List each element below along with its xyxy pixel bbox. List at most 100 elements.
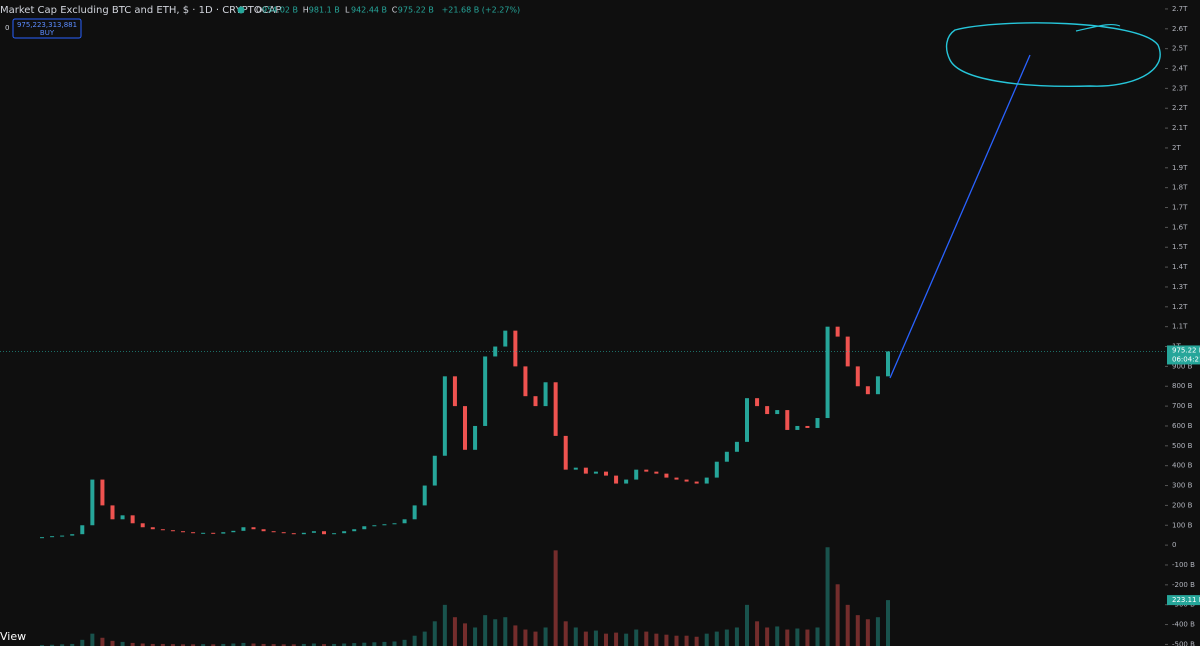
candle (201, 532, 206, 534)
ohlc-value: 942.44 B (351, 6, 387, 15)
y-tick-label: 0 (1172, 541, 1176, 549)
volume-bar (704, 633, 709, 646)
volume-bar (463, 623, 467, 646)
candle (573, 467, 578, 470)
candle (342, 531, 347, 534)
candle (170, 530, 175, 532)
candle (332, 533, 337, 535)
volume-bar (392, 641, 397, 646)
candle (311, 531, 316, 533)
volume-bar (40, 644, 44, 646)
volume-bar (875, 617, 880, 646)
y-tick-label: 1.9T (1172, 164, 1188, 172)
volume-bar (624, 633, 629, 646)
candle (231, 530, 236, 533)
ohlc-key: O (256, 6, 262, 15)
volume-bar (352, 643, 357, 646)
candle (402, 519, 407, 524)
candle (322, 531, 326, 535)
candle (593, 471, 598, 474)
candle (422, 485, 427, 506)
buy-button[interactable] (12, 18, 82, 39)
candle (583, 467, 588, 474)
ohlc-key: C (392, 6, 398, 15)
volume-bar (593, 630, 598, 646)
candle (221, 532, 226, 534)
volume-bar (442, 604, 447, 646)
volume-bar (50, 644, 55, 646)
trend-line (889, 54, 1031, 379)
candle (553, 382, 558, 436)
volume-bar (90, 633, 95, 646)
volume-bar (382, 641, 387, 646)
ohlc-key: L (345, 6, 350, 15)
candle (191, 532, 196, 534)
volume-tag (1167, 595, 1200, 606)
volume-bar (815, 627, 820, 646)
status-dot (237, 6, 245, 14)
candle (845, 336, 850, 367)
volume-bar (886, 600, 890, 646)
y-tick-label: 800 B (1172, 382, 1193, 390)
candle (160, 529, 165, 531)
price-tag-label: 975.22 B (1172, 346, 1200, 354)
volume-bar (845, 604, 850, 646)
y-tick-label: 900 B (1172, 362, 1193, 370)
candle (432, 455, 437, 486)
ohlc-value: 981.1 B (309, 6, 340, 15)
candle (513, 330, 518, 367)
candle (755, 398, 760, 407)
candle (563, 435, 568, 470)
y-tick-label: 1.1T (1172, 323, 1188, 331)
candle (281, 532, 286, 534)
volume-bar (80, 639, 85, 646)
candle (261, 529, 266, 532)
volume-bar (483, 615, 488, 646)
y-tick-label: 2.2T (1172, 104, 1188, 112)
candle (523, 366, 528, 397)
candle (664, 473, 669, 478)
volume-bar (130, 642, 135, 646)
candle (684, 479, 689, 482)
candle (70, 534, 75, 536)
candle (140, 523, 145, 528)
candle (251, 527, 256, 530)
volume-bar (201, 644, 206, 646)
volume-bar (684, 635, 689, 646)
candle (775, 410, 780, 415)
volume-bar (795, 628, 800, 646)
y-tick-label: 500 B (1172, 442, 1193, 450)
order-qty: 0 (5, 24, 9, 32)
volume-bar (825, 547, 830, 646)
pen-stroke (1075, 23, 1121, 32)
candle (543, 382, 548, 407)
volume-bar (60, 644, 65, 646)
volume-bar (140, 643, 145, 646)
candle (150, 527, 155, 530)
candle (452, 376, 457, 407)
candle (614, 475, 619, 484)
candle (644, 469, 649, 472)
y-tick-label: 1.5T (1172, 243, 1188, 251)
volume-bar (865, 619, 870, 646)
volume-bar (563, 621, 568, 646)
volume-bar (755, 621, 760, 646)
candle (211, 532, 216, 534)
candle (503, 330, 508, 347)
volume-bar (342, 643, 347, 646)
candle (110, 505, 115, 520)
y-tick-label: 2.6T (1172, 25, 1188, 33)
order-price: 975,223,313,881 (17, 21, 77, 29)
volume-bar (100, 637, 105, 646)
y-tick-label: 1.3T (1172, 283, 1188, 291)
candle (241, 527, 246, 531)
candle (130, 515, 135, 524)
candle (463, 406, 467, 450)
volume-bar (765, 627, 770, 646)
candle (90, 479, 95, 526)
y-tick-label: 700 B (1172, 402, 1193, 410)
price-axis (1165, 0, 1200, 646)
volume-bar (332, 643, 337, 646)
y-tick-label: 1.2T (1172, 303, 1188, 311)
